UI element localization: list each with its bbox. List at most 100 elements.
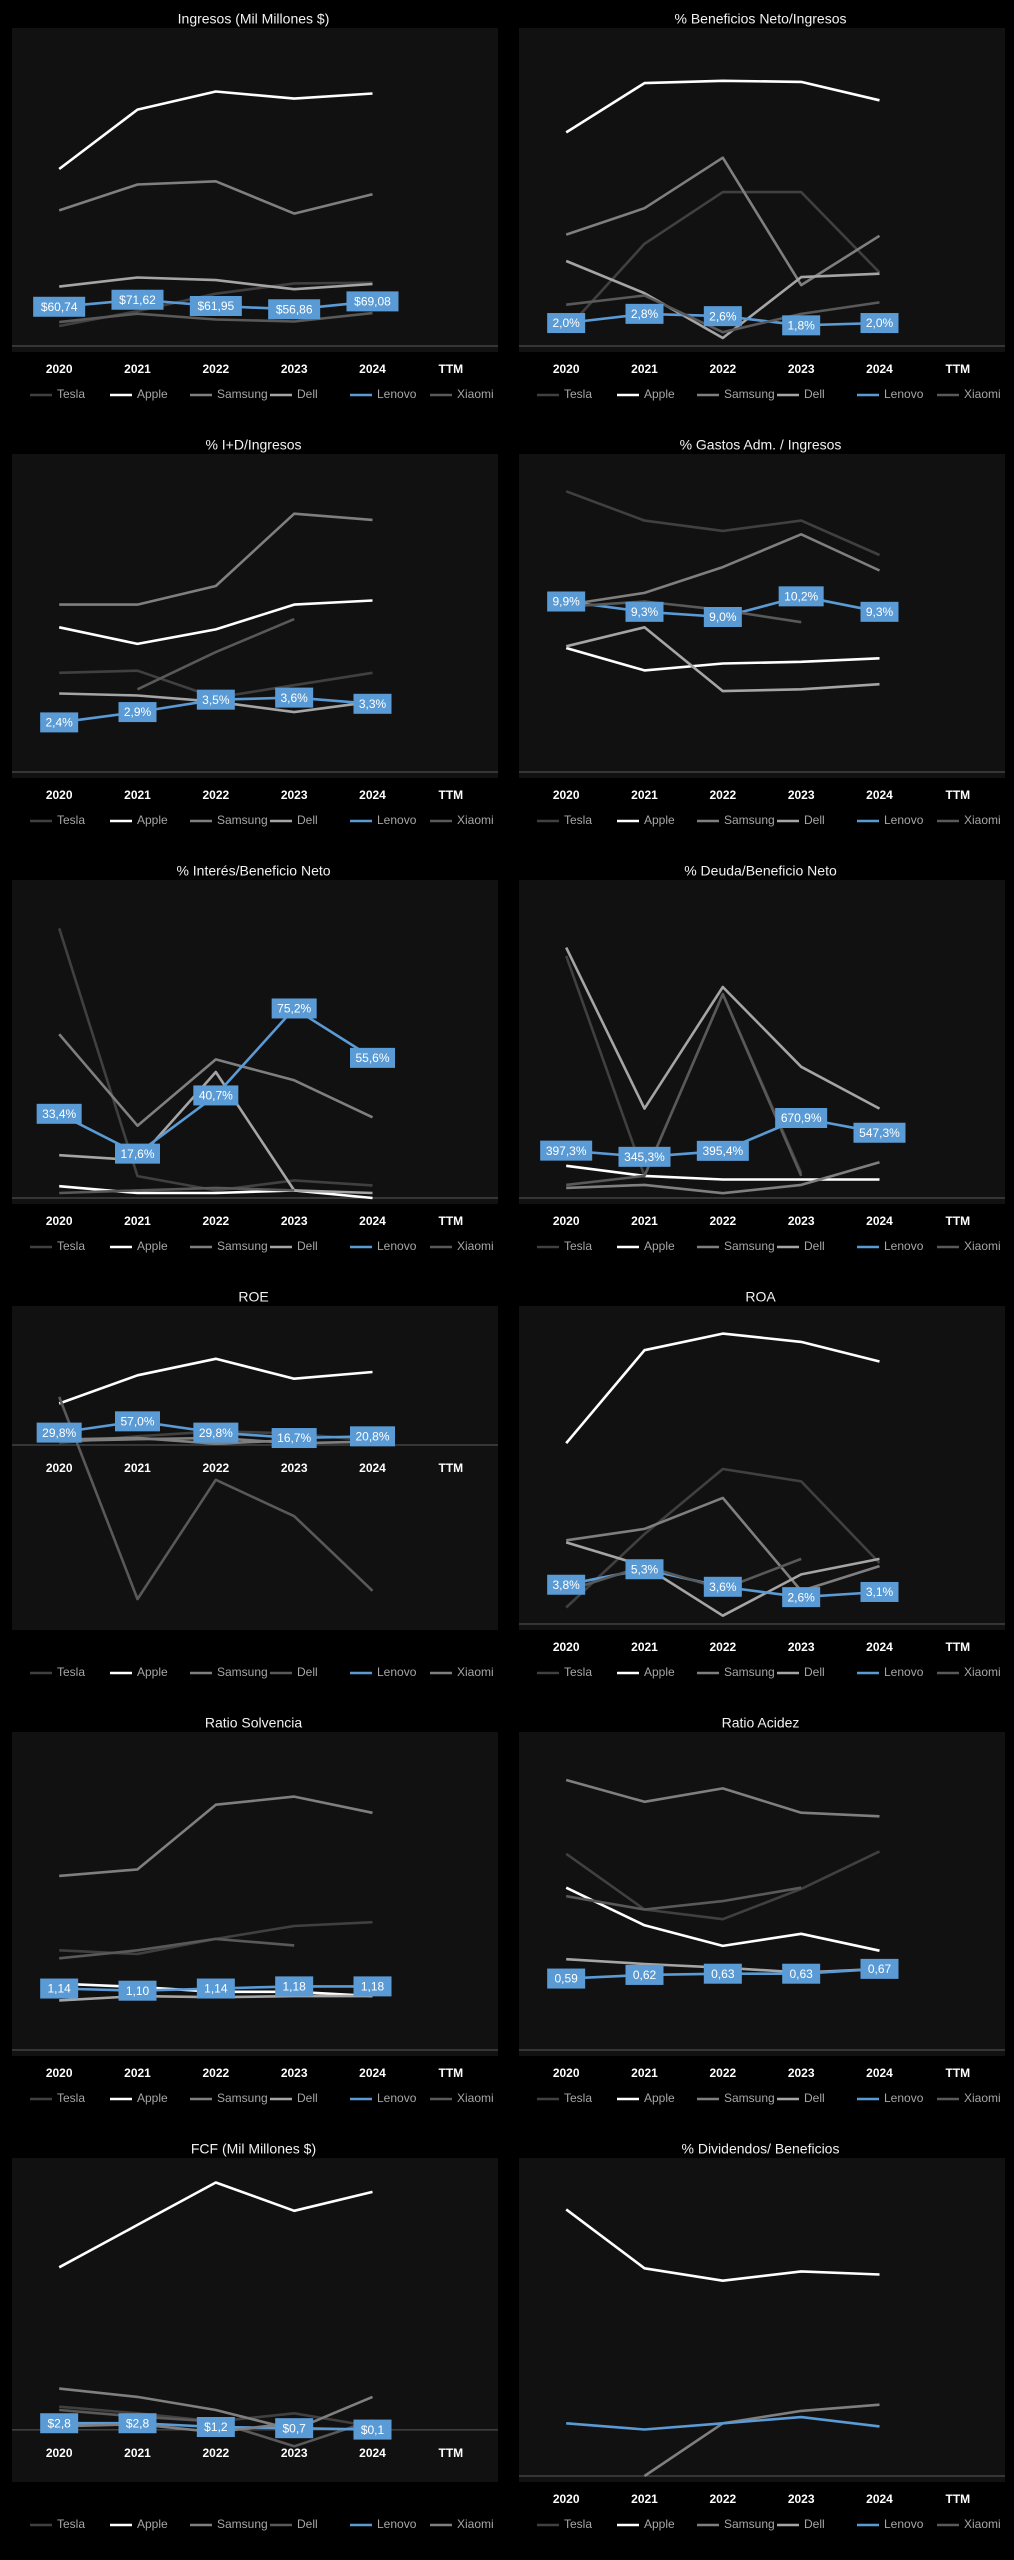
series-line	[565, 259, 880, 340]
data-label: 9,3%	[866, 605, 894, 619]
legend-label: Apple	[137, 813, 168, 827]
chart-panel: ROE 2020 2021 2022 2023 2024 TTM Tesla Apple Sams…	[12, 1289, 498, 1679]
x-tick-label: 2023	[788, 1214, 815, 1228]
data-label-box	[36, 1422, 82, 1443]
legend-label: Apple	[644, 2517, 675, 2531]
x-tick-label: 2020	[46, 2446, 73, 2460]
data-label-box	[193, 1422, 239, 1443]
chart-title: Ratio Solvencia	[205, 1715, 302, 1731]
legend-label: Samsung	[724, 1665, 775, 1679]
plot-area	[12, 1732, 498, 2056]
data-label-box	[860, 1958, 899, 1979]
data-label-box	[625, 601, 664, 622]
legend-label: Xiaomi	[457, 2517, 494, 2531]
legend-label: Tesla	[57, 2091, 85, 2105]
legend-label: Lenovo	[377, 2091, 417, 2105]
legend-label: Lenovo	[884, 1239, 924, 1253]
data-label-box	[547, 313, 586, 334]
data-label: $71,62	[119, 293, 156, 307]
data-label: 17,6%	[120, 1147, 154, 1161]
chart-title: Ingresos (Mil Millones $)	[178, 11, 330, 27]
data-label: 29,8%	[199, 1426, 233, 1440]
x-tick-label: 2021	[124, 1214, 151, 1228]
series-line	[59, 1795, 373, 1878]
legend-label: Xiaomi	[964, 813, 1001, 827]
data-label-box	[696, 1140, 749, 1161]
data-label: 3,6%	[280, 691, 308, 705]
x-tick-label: TTM	[439, 2066, 464, 2080]
chart-panel: % Gastos Adm. / Ingresos 2020 2021 2022 2023…	[519, 437, 1005, 827]
data-label-box	[196, 1978, 235, 1999]
data-label-box	[547, 1968, 586, 1989]
legend-label: Lenovo	[377, 813, 417, 827]
x-tick-label: TTM	[439, 362, 464, 376]
x-tick-label: 2024	[866, 2492, 893, 2506]
legend-label: Apple	[137, 1665, 168, 1679]
data-label: 0,62	[633, 1968, 657, 1982]
chart-title: % Gastos Adm. / Ingresos	[680, 437, 842, 453]
data-label-box	[625, 303, 664, 324]
x-tick-label: 2021	[124, 2066, 151, 2080]
data-label: 2,6%	[709, 309, 737, 323]
chart-title: % Beneficios Neto/Ingresos	[675, 11, 847, 27]
x-tick-label: 2023	[281, 2446, 308, 2460]
x-tick-label: 2022	[202, 1461, 229, 1475]
data-label: 1,10	[126, 1984, 150, 1998]
x-tick-label: 2022	[202, 2066, 229, 2080]
data-label: 0,59	[554, 1972, 578, 1986]
data-label-box	[189, 295, 242, 316]
data-label-box	[115, 1143, 160, 1164]
data-label: 29,8%	[42, 1426, 76, 1440]
x-tick-label: 2024	[359, 1214, 386, 1228]
series-line	[566, 2415, 880, 2431]
x-tick-label: 2020	[46, 788, 73, 802]
series-line	[643, 2403, 880, 2478]
data-label-box	[547, 1574, 586, 1595]
series-line	[566, 1496, 880, 1593]
data-label-box	[33, 296, 86, 317]
data-label-box	[782, 315, 821, 336]
data-label: 0,63	[789, 1967, 813, 1981]
legend-label: Dell	[804, 2517, 825, 2531]
data-label-box	[860, 313, 899, 334]
legend-label: Apple	[137, 2517, 168, 2531]
x-tick-label: 2021	[124, 2446, 151, 2460]
x-tick-label: 2024	[866, 1214, 893, 1228]
data-label: 3,8%	[552, 1578, 580, 1592]
x-tick-label: 2020	[553, 2492, 580, 2506]
legend-label: Lenovo	[884, 2091, 924, 2105]
data-label-box	[275, 687, 314, 708]
legend-label: Tesla	[564, 1239, 592, 1253]
data-label: 2,9%	[124, 705, 152, 719]
chart-title: FCF (Mil Millones $)	[191, 2141, 316, 2157]
legend-label: Apple	[137, 387, 168, 401]
x-tick-label: 2023	[788, 1640, 815, 1654]
data-label: 20,8%	[355, 1430, 389, 1444]
data-label-box	[275, 2418, 314, 2439]
chart-title: % Interés/Beneficio Neto	[176, 863, 330, 879]
chart-panel: % Beneficios Neto/Ingresos 2020 2021 2022 20…	[519, 11, 1005, 401]
series-line	[59, 276, 373, 291]
legend-label: Lenovo	[377, 2517, 417, 2531]
series-line	[566, 294, 880, 334]
legend-label: Dell	[297, 2517, 318, 2531]
series-line	[565, 1557, 802, 1593]
legend-label: Tesla	[564, 2517, 592, 2531]
data-label-box	[703, 306, 742, 327]
legend-label: Samsung	[217, 2517, 268, 2531]
series-line	[59, 1937, 295, 1960]
series-line	[565, 1886, 802, 1911]
data-label: $56,86	[276, 302, 313, 316]
x-tick-label: 2024	[359, 362, 386, 376]
legend-label: Tesla	[57, 1239, 85, 1253]
x-tick-label: 2023	[281, 788, 308, 802]
series-line	[58, 1357, 373, 1405]
chart-panel: % Interés/Beneficio Neto 2020 2021 2022 2023…	[12, 863, 498, 1253]
series-line	[565, 156, 881, 287]
data-label: 2,8%	[631, 307, 659, 321]
legend-label: Apple	[137, 1239, 168, 1253]
chart-title: % Dividendos/ Beneficios	[682, 2141, 840, 2157]
legend-label: Xiaomi	[457, 2091, 494, 2105]
data-label: $2,8	[47, 2416, 71, 2430]
